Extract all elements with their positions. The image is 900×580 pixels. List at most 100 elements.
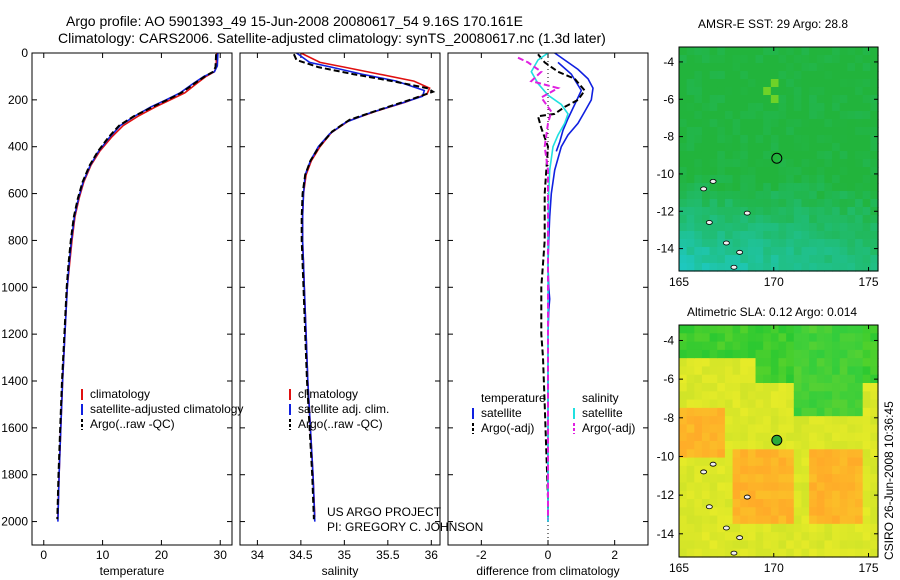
sla_map-cell (801, 474, 810, 484)
sla_map-cell (809, 499, 818, 508)
sst_map-cell (778, 135, 787, 144)
sla_map-cell (786, 507, 795, 517)
sst_map-cell (801, 63, 810, 72)
sla_map-cell (740, 341, 749, 351)
sst_map-cell (809, 79, 818, 88)
sst_map-cell (686, 103, 695, 112)
sla_map-cell (847, 532, 856, 542)
sla_map-cell (862, 482, 871, 492)
sla_map-cell (847, 548, 856, 558)
sst_map-cell (755, 199, 764, 208)
sla_map-cell (847, 349, 856, 359)
sst_map-cell (809, 231, 818, 240)
sla_map-cell (816, 416, 826, 426)
sst_map-cell (832, 175, 841, 184)
difference-series-salinity-satellite (530, 53, 569, 522)
sst_map-cell (732, 199, 741, 208)
sst_map-cell (832, 183, 841, 192)
sla_map-cell (747, 407, 757, 417)
sst_map-cell (694, 239, 703, 248)
sst_map-cell (862, 159, 871, 168)
sst_map-cell (724, 231, 734, 240)
sst_map-island (722, 240, 730, 246)
sla_map-cell (801, 482, 810, 492)
sla_map-cell (847, 424, 856, 434)
sla_map-cell (809, 374, 818, 384)
sla_map-cell (679, 474, 688, 484)
sla_map-cell (701, 499, 711, 508)
sla_map-cell (832, 333, 841, 343)
sla_map-cell (832, 391, 841, 401)
sst_map-cell (832, 79, 841, 88)
sla_map-cell (770, 523, 780, 533)
sla_map-cell (839, 532, 848, 542)
sla_map-cell (832, 366, 841, 376)
sst_map-cell (862, 135, 871, 144)
sla_map-cell (847, 482, 856, 492)
sst_map-cell (816, 231, 826, 240)
sla_map-cell (694, 391, 703, 401)
sst_map-cell (763, 111, 772, 120)
sst_map-cell (816, 111, 826, 120)
sla_map-cell (686, 341, 695, 351)
sst_map-cell (786, 63, 795, 72)
sla_map-cell (686, 515, 695, 525)
sla_map-cell (717, 548, 726, 558)
sst_map-cell (679, 183, 688, 192)
sst_map-cell (832, 159, 841, 168)
sst_map-cell (763, 159, 772, 168)
sla_map-cell (763, 515, 772, 525)
sst_map-cell (740, 207, 749, 216)
sst_map-cell (701, 167, 711, 176)
sst_map-cell (793, 143, 803, 152)
sla_map-island (709, 461, 717, 467)
sst_map-cell (870, 151, 879, 160)
sst_map-cell (847, 199, 856, 208)
sst_map-cell (747, 199, 757, 208)
sla_map-cell (724, 540, 734, 550)
sst_map-cell (694, 167, 703, 176)
sla_map-cell (824, 374, 833, 384)
sla_map-cell (832, 358, 841, 368)
sst_map-cell (740, 127, 749, 136)
sla_map-cell (855, 416, 864, 426)
sla_map-cell (801, 358, 810, 368)
temperature-series-climatology (57, 53, 218, 517)
sst_map-cell (701, 95, 711, 104)
sst_map-cell (679, 103, 688, 112)
sla_map-cell (763, 548, 772, 558)
sla_map-cell (740, 482, 749, 492)
sla_map-cell (717, 441, 726, 450)
sst_map-cell (862, 127, 871, 136)
sla_map-cell (755, 499, 764, 508)
difference-legend-label: satellite (481, 406, 522, 420)
sla_map-cell (801, 540, 810, 550)
sst_map-cell (747, 215, 757, 224)
sst_map-cell (732, 119, 741, 128)
sla_map-cell (724, 449, 734, 459)
sla_map-cell (824, 333, 833, 343)
sla_map-cell (755, 341, 764, 351)
sla_map-island (730, 550, 738, 556)
sst_map-cell (701, 207, 711, 216)
sla_map-cell (870, 424, 879, 434)
sla_map-cell (809, 515, 818, 525)
sst_map-cell (862, 95, 871, 104)
sla_map-cell (709, 432, 718, 442)
sla_map-cell (870, 548, 879, 558)
sst_map-cell (724, 223, 734, 232)
sst_map-cell (855, 87, 864, 96)
sst_map-cell (778, 247, 787, 256)
sla_map-cell (763, 499, 772, 508)
sst_map-cell (724, 143, 734, 152)
sst_map-cell (855, 223, 864, 232)
sla_map-cell (793, 383, 803, 392)
sst_map-cell (786, 71, 795, 80)
sst_map-cell (679, 223, 688, 232)
sst_map-cell (870, 79, 879, 88)
sla_map-cell (732, 449, 741, 459)
sst_map-cell (870, 103, 879, 112)
sst_map-cell (809, 239, 818, 248)
sst_map-cell (770, 95, 780, 104)
sla_map-cell (709, 391, 718, 401)
